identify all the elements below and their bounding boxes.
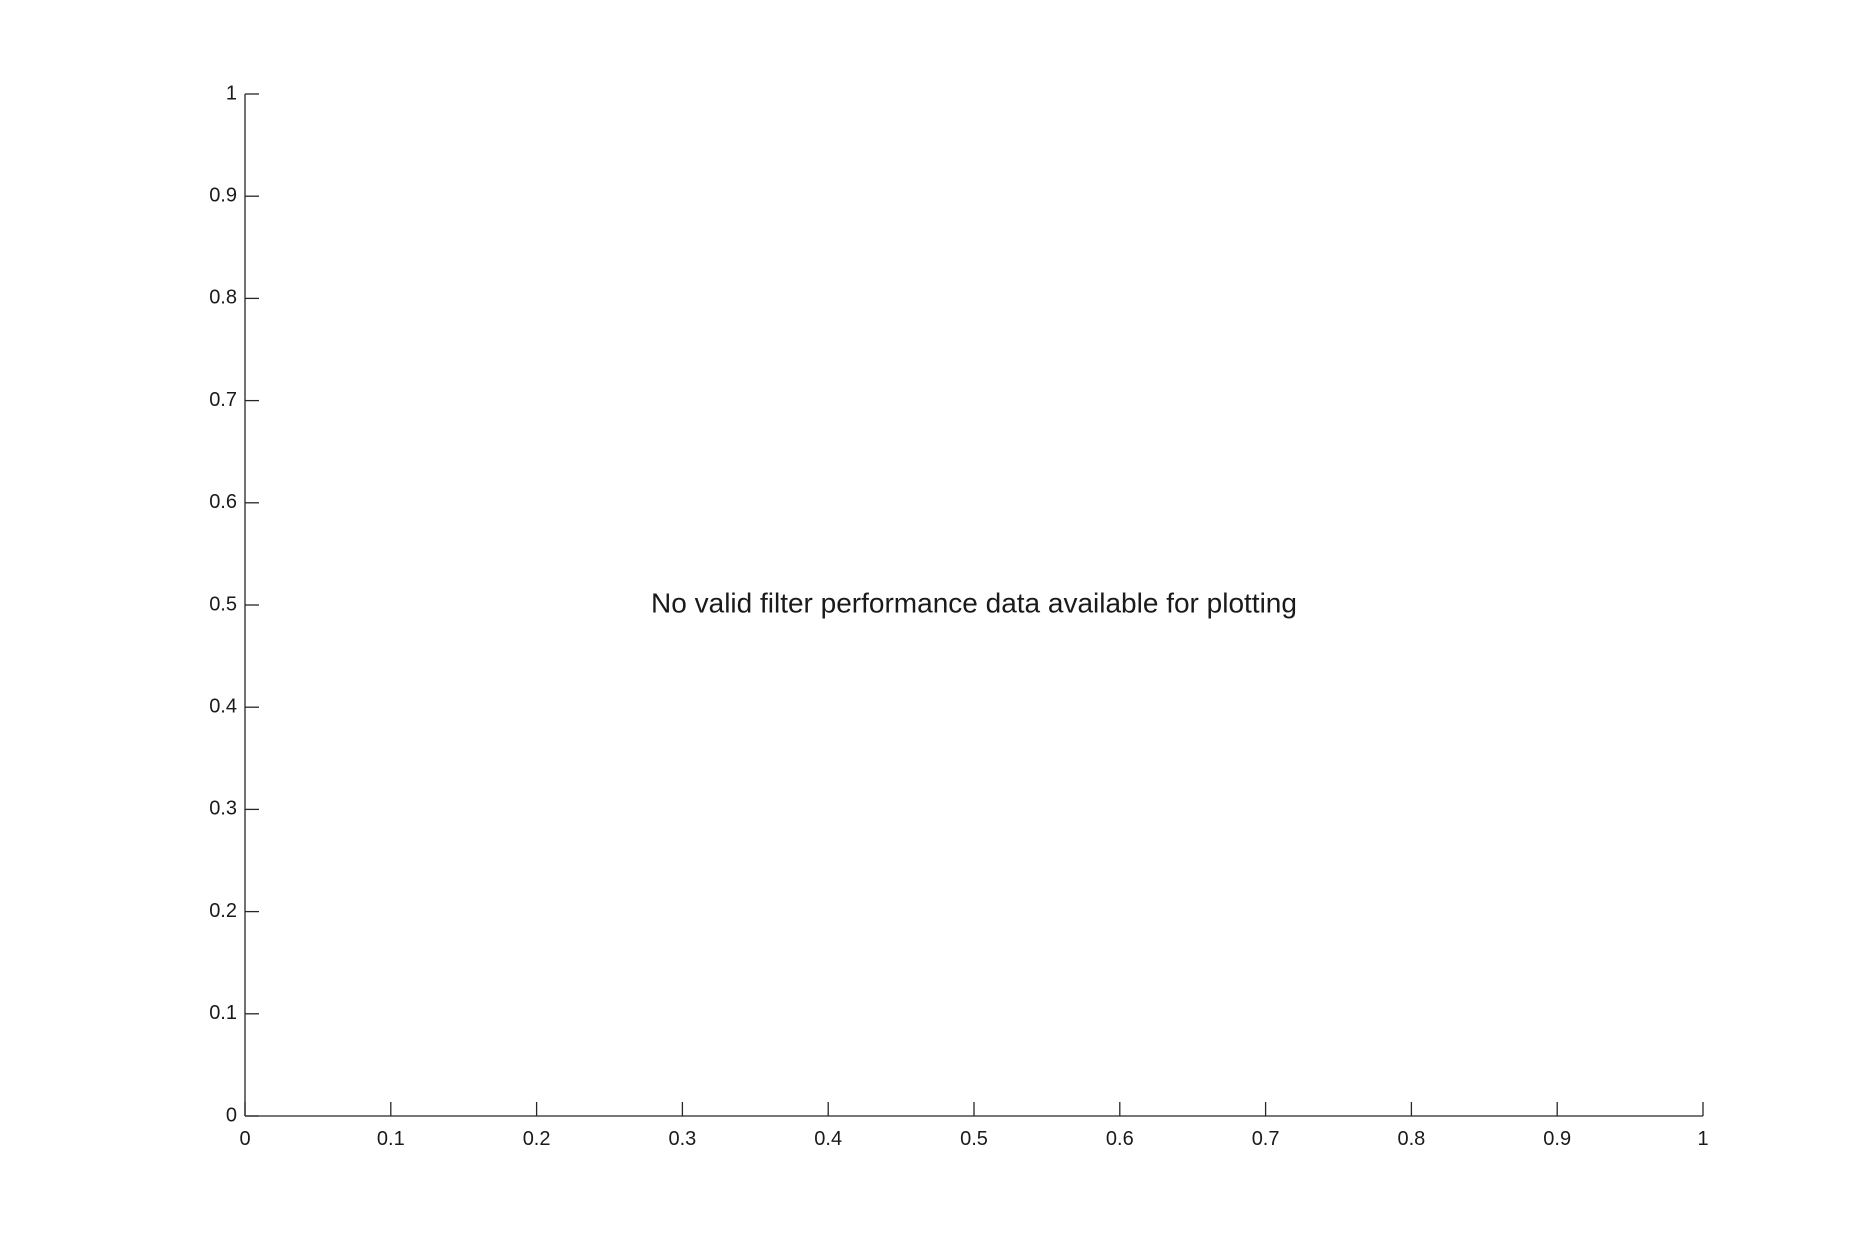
y-tick-label: 0.1: [209, 1002, 237, 1024]
y-tick-label: 0.7: [209, 389, 237, 411]
y-tick-label: 0: [226, 1104, 237, 1126]
no-data-annotation: No valid filter performance data availab…: [651, 587, 1297, 618]
y-tick-label: 0.3: [209, 798, 237, 820]
x-tick-label: 1: [1697, 1128, 1708, 1150]
y-tick-label: 0.4: [209, 695, 237, 717]
y-tick-label: 0.5: [209, 593, 237, 615]
x-tick-label: 0.1: [377, 1128, 405, 1150]
x-tick-label: 0.4: [814, 1128, 842, 1150]
y-ticks: 0 0.1 0.2 0.3 0.4 0.5 0.6 0.7 0.8 0.9 1: [209, 82, 259, 1126]
y-tick-label: 0.8: [209, 287, 237, 309]
y-tick-label: 0.9: [209, 184, 237, 206]
x-tick-label: 0.8: [1397, 1128, 1425, 1150]
x-tick-label: 0.5: [960, 1128, 988, 1150]
x-tick-label: 0.9: [1543, 1128, 1571, 1150]
x-tick-label: 0.3: [668, 1128, 696, 1150]
x-tick-label: 0.6: [1106, 1128, 1134, 1150]
y-tick-label: 0.6: [209, 491, 237, 513]
x-tick-label: 0.2: [523, 1128, 551, 1150]
y-tick-label: 1: [226, 82, 237, 104]
x-ticks: 0 0.1 0.2 0.3 0.4 0.5 0.6 0.7 0.8 0.9 1: [239, 1102, 1709, 1150]
x-tick-label: 0.7: [1252, 1128, 1280, 1150]
x-tick-label: 0: [239, 1128, 250, 1150]
y-tick-label: 0.2: [209, 900, 237, 922]
